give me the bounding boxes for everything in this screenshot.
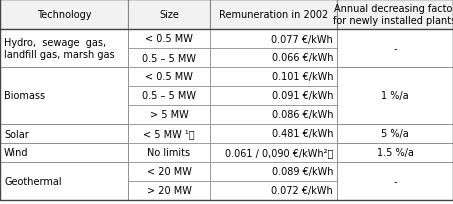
Text: 0.481 €/kWh: 0.481 €/kWh [271, 129, 333, 139]
Text: Geothermal: Geothermal [4, 176, 62, 186]
Bar [128, 162, 210, 181]
Bar [210, 30, 337, 49]
Bar [210, 124, 337, 143]
Bar [337, 30, 453, 68]
Bar [210, 86, 337, 105]
Text: 1.5 %/a: 1.5 %/a [376, 148, 414, 158]
Text: Remuneration in 2002: Remuneration in 2002 [219, 10, 328, 20]
Text: 0.061 / 0,090 €/kWh²⧩: 0.061 / 0,090 €/kWh²⧩ [225, 148, 333, 158]
Bar [0, 181, 128, 200]
Bar [128, 30, 210, 49]
Text: 0.091 €/kWh: 0.091 €/kWh [271, 91, 333, 101]
Bar [0, 143, 128, 162]
Bar [0, 143, 128, 162]
Bar [0, 86, 128, 105]
Bar [337, 30, 453, 49]
Bar [0, 30, 128, 68]
Bar [0, 162, 128, 181]
Bar [337, 143, 453, 162]
Text: 0.101 €/kWh: 0.101 €/kWh [271, 72, 333, 82]
Bar [210, 105, 337, 124]
Bar [337, 124, 453, 143]
Bar [337, 143, 453, 162]
Bar [0, 124, 128, 143]
Text: Solar: Solar [4, 129, 29, 139]
Text: Wind: Wind [4, 148, 29, 158]
Bar [337, 86, 453, 105]
Text: Hydro,  sewage  gas,
landfill gas, marsh gas: Hydro, sewage gas, landfill gas, marsh g… [4, 38, 115, 60]
Text: -: - [393, 44, 397, 54]
Bar [0, 30, 128, 49]
Text: Technology: Technology [37, 10, 91, 20]
Bar [0, 68, 128, 124]
Bar [0, 162, 128, 200]
Bar [210, 0, 337, 30]
Text: 1 %/a: 1 %/a [381, 91, 409, 101]
Text: < 0.5 MW: < 0.5 MW [145, 34, 193, 44]
Text: Size: Size [159, 10, 179, 20]
Bar [337, 181, 453, 200]
Bar [337, 68, 453, 124]
Bar [210, 143, 337, 162]
Bar [210, 162, 337, 181]
Text: 0.072 €/kWh: 0.072 €/kWh [271, 186, 333, 196]
Bar [337, 105, 453, 124]
Bar [337, 124, 453, 143]
Text: > 5 MW: > 5 MW [149, 110, 188, 120]
Bar [0, 105, 128, 124]
Bar [128, 68, 210, 86]
Text: < 20 MW: < 20 MW [147, 167, 192, 177]
Text: -: - [393, 176, 397, 186]
Text: Annual decreasing factor
for newly installed plants: Annual decreasing factor for newly insta… [333, 4, 453, 26]
Bar [0, 124, 128, 143]
Text: 0.086 €/kWh: 0.086 €/kWh [271, 110, 333, 120]
Bar [0, 0, 128, 30]
Bar [337, 68, 453, 86]
Bar [337, 162, 453, 181]
Bar [210, 49, 337, 68]
Bar [210, 181, 337, 200]
Text: 0.066 €/kWh: 0.066 €/kWh [271, 53, 333, 63]
Bar [128, 105, 210, 124]
Text: > 20 MW: > 20 MW [147, 186, 192, 196]
Bar [128, 124, 210, 143]
Bar [128, 49, 210, 68]
Text: < 5 MW ¹⧩: < 5 MW ¹⧩ [143, 129, 195, 139]
Bar [0, 68, 128, 86]
Bar [128, 143, 210, 162]
Bar [337, 0, 453, 30]
Bar [0, 49, 128, 68]
Text: 0.5 – 5 MW: 0.5 – 5 MW [142, 53, 196, 63]
Text: 0.089 €/kWh: 0.089 €/kWh [271, 167, 333, 177]
Text: < 0.5 MW: < 0.5 MW [145, 72, 193, 82]
Text: No limits: No limits [147, 148, 191, 158]
Text: 5 %/a: 5 %/a [381, 129, 409, 139]
Bar [337, 162, 453, 200]
Bar [128, 0, 210, 30]
Text: 0.077 €/kWh: 0.077 €/kWh [271, 34, 333, 44]
Bar [128, 181, 210, 200]
Bar [337, 49, 453, 68]
Bar [210, 68, 337, 86]
Text: 0.5 – 5 MW: 0.5 – 5 MW [142, 91, 196, 101]
Text: Biomass: Biomass [4, 91, 45, 101]
Bar [128, 86, 210, 105]
